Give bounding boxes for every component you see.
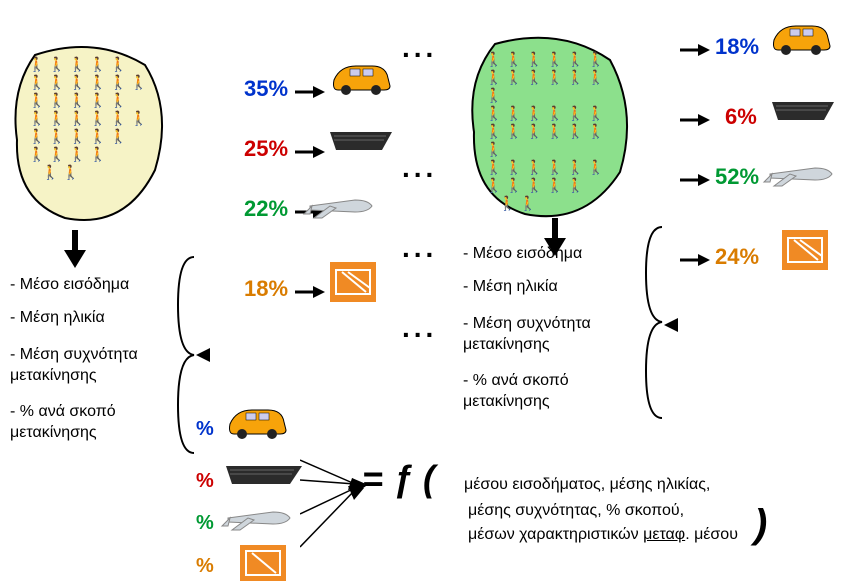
- dots-4: ...: [402, 312, 437, 344]
- fn-line3a: μέσων χαρακτηριστικών: [468, 526, 643, 543]
- left-pct-train: 18%: [244, 276, 288, 302]
- train-icon-r: [782, 230, 828, 270]
- arr-ls: [295, 145, 325, 159]
- fn-line3: μέσων χαρακτηριστικών μεταφ. μέσου: [468, 526, 738, 544]
- left-pct-ship: 25%: [244, 136, 288, 162]
- car-icon-fn: [224, 402, 290, 442]
- fn-pct-plane: %: [196, 512, 214, 535]
- arr-rs: [680, 113, 710, 127]
- arr-rt: [680, 253, 710, 267]
- left-pct-car: 35%: [244, 76, 288, 102]
- fn-pct-car: %: [196, 418, 214, 441]
- plane-icon-r: [760, 156, 840, 191]
- right-pct-ship: 6%: [725, 104, 757, 130]
- car-icon: [328, 58, 394, 98]
- plane-icon: [300, 188, 380, 223]
- right-pct-plane: 52%: [715, 164, 759, 190]
- fn-line3c: . μέσου: [685, 526, 738, 543]
- brace-arrow-right: [664, 315, 694, 335]
- right-pct-car: 18%: [715, 34, 759, 60]
- arr-rp: [680, 173, 710, 187]
- left-bullet-1: - Μέσο εισόδημα: [10, 275, 129, 296]
- ship-icon-r: [770, 88, 836, 128]
- left-bullet-3: - Μέση συχνότητα μετακίνησης: [10, 345, 170, 387]
- train-icon: [330, 262, 376, 302]
- fn-line2: μέσης συχνότητας, % σκοπού,: [468, 502, 684, 520]
- right-bullet-1: - Μέσο εισόδημα: [463, 244, 582, 265]
- plane-icon-fn: [218, 500, 298, 535]
- dots-2: ...: [402, 152, 437, 184]
- fn-eq: = ƒ (: [362, 458, 435, 500]
- people-glyphs-1: 🚶🚶🚶🚶🚶🚶🚶🚶🚶🚶🚶🚶🚶🚶🚶🚶🚶🚶🚶🚶🚶🚶🚶🚶🚶🚶🚶🚶🚶🚶🚶 🚶🚶: [28, 55, 158, 181]
- dots-3: ...: [402, 232, 437, 264]
- fn-line3b: μεταφ: [643, 526, 685, 543]
- brace-arrow-left: [196, 345, 226, 365]
- fn-line1: μέσου εισοδήματος, μέσης ηλικίας,: [464, 476, 710, 494]
- right-pct-train: 24%: [715, 244, 759, 270]
- car-icon-r: [768, 18, 834, 58]
- right-bullet-4: - % ανά σκοπό μετακίνησης: [463, 371, 633, 413]
- arr-lc: [295, 85, 325, 99]
- fn-pct-train: %: [196, 555, 214, 578]
- dots-1: ...: [402, 32, 437, 64]
- left-bullet-4: - % ανά σκοπό μετακίνησης: [10, 402, 170, 444]
- people-glyphs-2: 🚶🚶🚶🚶🚶🚶🚶🚶🚶🚶🚶🚶🚶🚶🚶🚶🚶🚶🚶🚶🚶🚶🚶🚶🚶🚶🚶🚶🚶🚶🚶🚶🚶🚶🚶🚶🚶 🚶🚶: [485, 50, 625, 212]
- left-bullet-2: - Μέση ηλικία: [10, 308, 105, 329]
- right-bullet-3: - Μέση συχνότητα μετακίνησης: [463, 314, 633, 356]
- ship-icon-fn: [224, 452, 304, 492]
- fn-pct-ship: %: [196, 470, 214, 493]
- left-pct-plane: 22%: [244, 196, 288, 222]
- arr-lt: [295, 285, 325, 299]
- ship-icon: [328, 118, 394, 158]
- arrow-down-1: [60, 230, 90, 270]
- arr-rc: [680, 43, 710, 57]
- fn-close: ): [754, 502, 767, 547]
- converge-arrows: [300, 452, 370, 552]
- right-bullet-2: - Μέση ηλικία: [463, 277, 558, 298]
- train-icon-fn: [240, 545, 286, 581]
